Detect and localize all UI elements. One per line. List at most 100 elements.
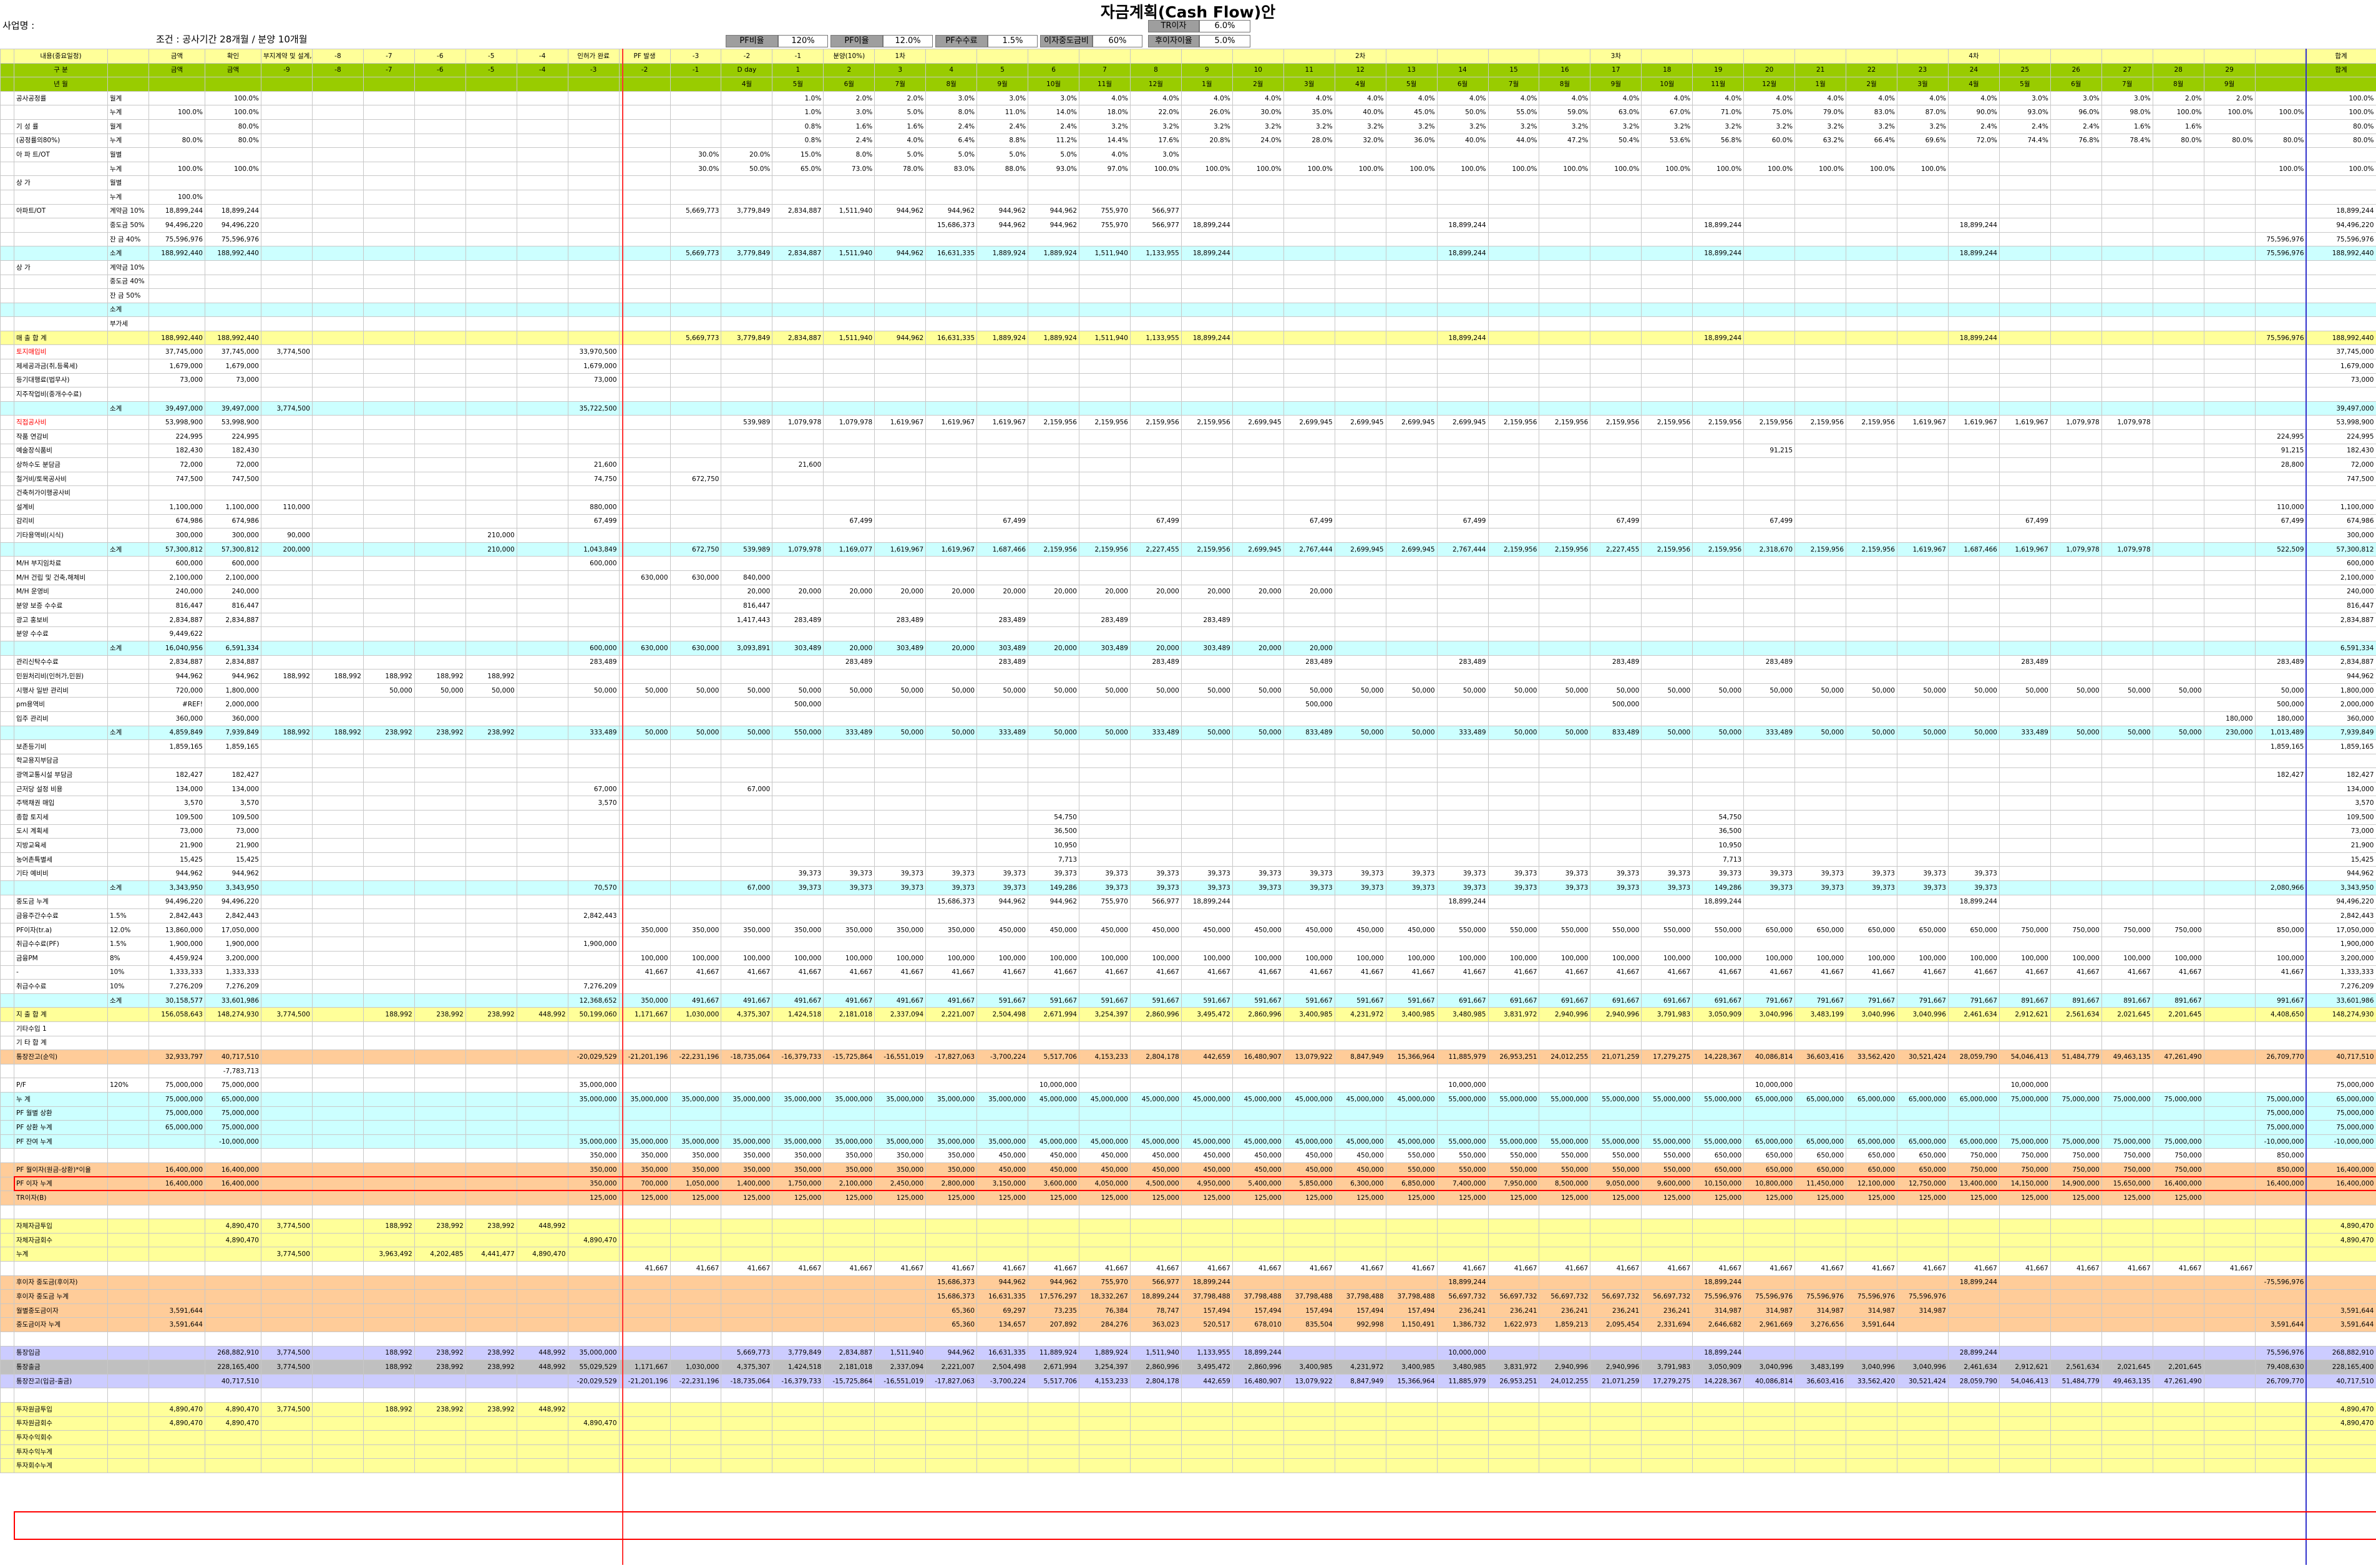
month-value <box>1487 1078 1540 1093</box>
month-value <box>1590 1458 1642 1473</box>
month-value <box>1590 1232 1642 1248</box>
row-sublabel <box>107 1444 149 1459</box>
month-value: 650,000 <box>1743 1148 1796 1163</box>
month-value <box>567 485 620 500</box>
month-value <box>311 584 364 600</box>
month-value <box>976 753 1029 769</box>
month-value <box>1846 359 1897 374</box>
header-cell <box>1028 49 1079 64</box>
month-value <box>465 556 517 571</box>
month-value <box>2050 528 2102 543</box>
row-label: 철거비/토목공사비 <box>14 471 108 487</box>
month-value: 125,000 <box>1743 1191 1796 1205</box>
month-value <box>1232 1275 1284 1290</box>
month-value <box>2152 640 2204 656</box>
month-value <box>976 316 1029 331</box>
amount-cell: 1,859,165 <box>148 739 205 754</box>
month-value <box>1334 175 1386 190</box>
month-value <box>1079 1388 1131 1403</box>
total-cell: 94,496,220 <box>2305 894 2376 910</box>
month-value: 3,050,909 <box>1692 1007 1745 1022</box>
month-value: 75,596,976 <box>2254 1345 2307 1361</box>
month-value <box>1947 471 2000 487</box>
month-value: 2,504,498 <box>976 1360 1029 1375</box>
month-value: 630,000 <box>669 640 722 656</box>
month-value: 41,667 <box>1385 965 1438 980</box>
month-value <box>618 260 671 275</box>
month-value <box>261 824 313 839</box>
month-value: 39,373 <box>1641 880 1693 895</box>
month-value: 125,000 <box>2101 1191 2153 1205</box>
total-cell <box>2305 1458 2376 1473</box>
month-value <box>1743 175 1796 190</box>
month-value <box>2254 387 2307 402</box>
month-value: 3,040,996 <box>1743 1360 1796 1375</box>
month-value: 91,215 <box>1743 443 1796 459</box>
month-value <box>311 796 364 811</box>
month-value: 3,254,397 <box>1079 1007 1131 1022</box>
month-value: 54,046,413 <box>1999 1373 2051 1389</box>
month-value: 2,080,966 <box>2254 880 2307 895</box>
month-value <box>2254 937 2307 952</box>
month-value <box>1181 1458 1233 1473</box>
month-value <box>311 443 364 459</box>
month-value <box>1641 1458 1693 1473</box>
check-cell: 1,800,000 <box>205 683 261 698</box>
month-value <box>1692 260 1745 275</box>
amount-cell: 3,591,644 <box>148 1317 205 1333</box>
month-value <box>465 1162 517 1177</box>
month-value <box>2101 612 2153 628</box>
month-value: 18,899,244 <box>1181 894 1233 910</box>
month-value <box>2101 330 2153 346</box>
month-value <box>2101 1303 2153 1318</box>
month-value <box>1334 288 1386 303</box>
month-value <box>1743 147 1796 162</box>
month-value <box>721 1247 773 1262</box>
month-value <box>2203 359 2256 374</box>
month-value <box>1794 753 1847 769</box>
month-value: 2,159,956 <box>1181 542 1233 557</box>
amount-cell <box>148 274 205 290</box>
month-value <box>1283 471 1335 487</box>
month-value <box>669 894 722 910</box>
month-value <box>1385 626 1438 641</box>
total-cell: 39,497,000 <box>2305 401 2376 416</box>
amount-cell: 75,000,000 <box>148 1078 205 1093</box>
month-value <box>261 711 313 726</box>
row-sublabel <box>107 739 149 754</box>
month-value <box>465 612 517 628</box>
month-value <box>1947 344 2000 360</box>
month-value <box>363 1191 415 1205</box>
month-value <box>465 218 517 233</box>
month-value: 125,000 <box>1232 1191 1284 1205</box>
month-value: 39,373 <box>1079 866 1131 882</box>
month-value <box>2254 147 2307 162</box>
group-cell <box>0 1345 14 1361</box>
month-value <box>1590 288 1642 303</box>
header-cell: 1 <box>772 62 824 78</box>
month-value <box>1999 429 2051 444</box>
month-value <box>1999 1416 2051 1431</box>
total-cell: 100.0% <box>2305 90 2376 106</box>
row-label: 기타 예비비 <box>14 866 108 882</box>
month-value: 1.6% <box>2101 119 2153 134</box>
month-value <box>1590 1388 1642 1403</box>
month-value <box>2050 612 2102 628</box>
month-value <box>1743 584 1796 600</box>
group-cell <box>0 429 14 444</box>
month-value <box>1028 598 1079 613</box>
amount-cell <box>148 387 205 402</box>
month-value <box>1999 739 2051 754</box>
month-value <box>1283 894 1335 910</box>
month-value <box>261 1317 313 1333</box>
month-value <box>1692 203 1745 219</box>
month-value <box>1794 330 1847 346</box>
month-value <box>2101 500 2153 515</box>
month-value: 4,231,972 <box>1334 1360 1386 1375</box>
month-value <box>1334 1332 1386 1346</box>
month-value <box>1846 443 1897 459</box>
month-value: 100.0% <box>1334 161 1386 177</box>
month-value: 2,804,178 <box>1129 1373 1182 1389</box>
month-value <box>1897 231 1949 247</box>
month-value <box>2050 598 2102 613</box>
